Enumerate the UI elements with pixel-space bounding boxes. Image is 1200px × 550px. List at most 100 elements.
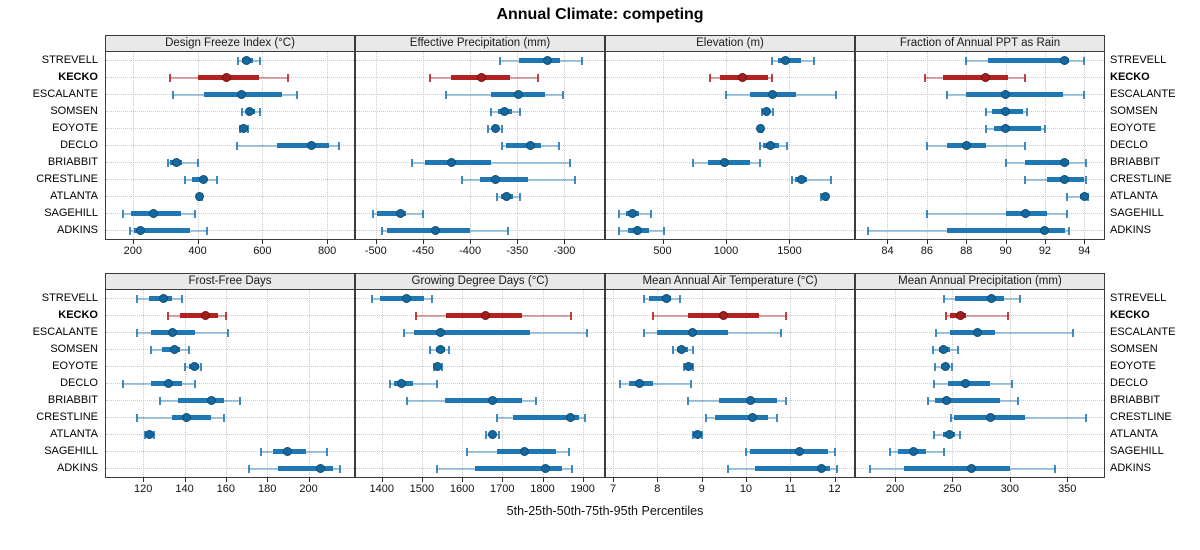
- panel-elevation-m: Elevation (m): [605, 35, 855, 240]
- median-dot: [635, 379, 645, 388]
- panel-plot: [356, 52, 604, 239]
- whisker-cap-right: [206, 226, 209, 235]
- whisker-cap-left: [495, 413, 498, 422]
- whisker-cap-right: [436, 379, 439, 388]
- v-gridline: [422, 52, 424, 239]
- panel-header: Mean Annual Precipitation (mm): [856, 274, 1104, 290]
- median-dot: [491, 175, 501, 184]
- whisker-cap-right: [1085, 158, 1088, 167]
- iqr-bar: [708, 160, 751, 165]
- whisker-cap-left: [406, 396, 409, 405]
- median-dot: [316, 464, 326, 473]
- axis-tick-label: -450: [411, 245, 434, 257]
- axis-tick: [662, 240, 664, 244]
- panel-mean-annual-air-temperature-c: Mean Annual Air Temperature (°C): [605, 273, 855, 478]
- panel-header: Mean Annual Air Temperature (°C): [606, 274, 854, 290]
- axis-tick: [789, 240, 791, 244]
- whisker-cap-right: [536, 73, 539, 82]
- whisker-cap-left: [436, 464, 439, 473]
- median-dot: [149, 209, 159, 218]
- whisker-cap-right: [584, 413, 587, 422]
- whisker-cap-left: [167, 311, 169, 320]
- axis-tick: [267, 478, 269, 482]
- median-dot: [525, 141, 535, 150]
- station-label-right: ESCALANTE: [1110, 88, 1176, 100]
- axis-tick-label: 120: [134, 483, 153, 495]
- whisker-cap-left: [744, 447, 747, 456]
- axis-tick-label: 350: [1058, 483, 1077, 495]
- axis-tick-label: 1700: [490, 483, 515, 495]
- whisker-cap-right: [1024, 141, 1027, 150]
- whisker-cap-left: [495, 192, 498, 201]
- whisker-cap-right: [226, 328, 229, 337]
- h-gridline: [106, 162, 354, 163]
- whisker-cap-left: [984, 107, 987, 116]
- median-dot: [1079, 192, 1089, 201]
- whisker-cap-right: [1065, 209, 1068, 218]
- whisker-cap-right: [691, 345, 694, 354]
- whisker-cap-right: [239, 396, 242, 405]
- v-gridline: [564, 52, 566, 239]
- v-gridline: [470, 52, 472, 239]
- median-dot: [985, 413, 995, 422]
- median-dot: [283, 447, 293, 456]
- station-label-left: SAGEHILL: [44, 207, 98, 219]
- station-label-left: SAGEHILL: [44, 445, 98, 457]
- whisker-line: [389, 382, 438, 385]
- axis-tick: [966, 240, 968, 244]
- axis-tick: [745, 478, 747, 482]
- axis-tick: [790, 478, 792, 482]
- h-gridline: [606, 332, 854, 333]
- whisker-cap-left: [501, 141, 504, 150]
- median-dot: [172, 158, 182, 167]
- whisker-cap-right: [585, 328, 588, 337]
- axis-tick-label: 1400: [369, 483, 394, 495]
- axis-tick-label: 94: [1078, 245, 1091, 257]
- whisker-line: [619, 382, 691, 385]
- whisker-cap-right: [1026, 107, 1029, 116]
- median-dot: [435, 345, 445, 354]
- median-dot: [981, 73, 991, 82]
- whisker-cap-right: [557, 141, 560, 150]
- whisker-cap-left: [428, 73, 431, 82]
- h-gridline: [606, 60, 854, 61]
- whisker-cap-left: [705, 413, 708, 422]
- whisker-cap-left: [136, 328, 138, 337]
- iqr-bar: [987, 58, 1069, 63]
- h-gridline: [106, 145, 354, 146]
- whisker-line: [411, 161, 571, 164]
- whisker-cap-right: [441, 362, 444, 371]
- iqr-bar: [376, 211, 406, 216]
- median-dot: [768, 90, 778, 99]
- whisker-cap-left: [171, 90, 174, 99]
- h-gridline: [356, 417, 604, 418]
- axis-tick: [197, 240, 199, 244]
- axis-tick: [1084, 240, 1086, 244]
- whisker-cap-right: [813, 56, 816, 65]
- panel-header: Elevation (m): [606, 36, 854, 52]
- axis-tick-label: 500: [653, 245, 672, 257]
- station-label-left: SOMSEN: [50, 105, 98, 117]
- station-label-right: CRESTLINE: [1110, 173, 1172, 185]
- h-gridline: [606, 179, 854, 180]
- h-gridline: [106, 434, 354, 435]
- panel-plot: [606, 52, 854, 239]
- panel-plot: [106, 290, 354, 477]
- axis-tick: [225, 478, 227, 482]
- median-dot: [206, 396, 216, 405]
- station-label-left: CRESTLINE: [36, 411, 98, 423]
- axis-tick: [470, 240, 472, 244]
- h-gridline: [856, 366, 1104, 367]
- axis-tick: [308, 478, 310, 482]
- median-dot: [432, 362, 442, 371]
- whisker-line: [936, 331, 1073, 334]
- axis-tick: [1005, 240, 1007, 244]
- whisker-cap-left: [758, 141, 761, 150]
- panel-header: Design Freeze Index (°C): [106, 36, 354, 52]
- axis-tick-label: 160: [216, 483, 236, 495]
- whisker-cap-left: [158, 396, 161, 405]
- whisker-cap-right: [957, 345, 960, 354]
- axis-tick: [375, 240, 377, 244]
- iqr-bar: [648, 296, 671, 301]
- station-label-left: DECLO: [60, 377, 98, 389]
